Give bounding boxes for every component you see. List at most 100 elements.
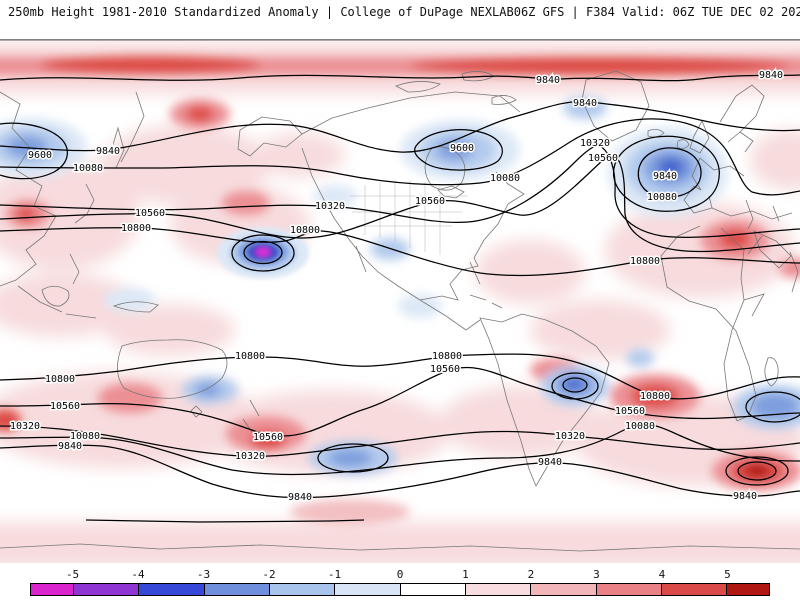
contour-label: 9840 (538, 457, 562, 468)
contour-9840-polar (0, 74, 800, 82)
contour-10320-sh (0, 425, 800, 457)
contour-label: 9600 (450, 143, 474, 154)
coastline-british-isles (676, 120, 710, 154)
coastline-caribbean (469, 294, 503, 309)
colorbar-segment (660, 584, 727, 595)
contour-label: 10560 (615, 406, 645, 417)
contour-10800-nh (0, 227, 800, 277)
contour-10560-nh (0, 155, 800, 253)
product-title: 250mb Height 1981-2010 Standardized Anom… (8, 5, 514, 19)
colorbar-tick: 2 (527, 568, 535, 581)
coastline-africa-west (660, 225, 757, 422)
coastline-australia (117, 339, 228, 399)
colorbar-segment (464, 584, 531, 595)
contour-label: 10560 (135, 208, 165, 219)
contour-label: 9840 (653, 171, 677, 182)
coastline-new-guinea (112, 301, 159, 313)
colorbar-segment (203, 584, 269, 595)
coastline-madagascar (764, 357, 779, 387)
contour-label: 10080 (70, 431, 100, 442)
contour-label: 9840 (573, 98, 597, 109)
coastline-great-lakes (437, 185, 465, 199)
colorbar-tick: -1 (327, 568, 342, 581)
colorbar-tick: 4 (658, 568, 666, 581)
contour-10080-sh (0, 423, 800, 476)
contour-10080-europe-loop (613, 135, 720, 212)
colorbar-segment (726, 584, 770, 595)
title-bar: 250mb Height 1981-2010 Standardized Anom… (8, 5, 800, 19)
colorbar-segment (530, 584, 596, 595)
coastline-tasmania (190, 405, 203, 418)
contour-9600-canada-loop (414, 129, 503, 171)
contour-sh-ridge-loop-outer (725, 456, 789, 486)
coastline-scandinavia (719, 84, 765, 153)
contour-9600-pacific-loop (0, 122, 68, 180)
contour-label: 10800 (45, 374, 75, 385)
contour-label: 10320 (235, 451, 265, 462)
contour-label: 10800 (235, 351, 265, 362)
contour-label: 9840 (759, 70, 783, 81)
colorbar-segment (31, 584, 73, 595)
colorbar-tick: 1 (462, 568, 469, 581)
coastline-mediterranean (711, 199, 793, 230)
contour-sh-ridge-loop-inner (737, 461, 777, 481)
contour-9840-europe-loop (637, 147, 702, 198)
contour-label: 10320 (555, 431, 585, 442)
contour-pacific-low-outer (231, 234, 295, 272)
colorbar-tick: 5 (724, 568, 731, 581)
colorbar-segments (30, 583, 770, 596)
contour-label: 9840 (536, 75, 560, 86)
colorbar-tick: -5 (65, 568, 80, 581)
coastline-indonesia (17, 285, 97, 319)
coastlines (0, 70, 800, 552)
coastline-greenland (581, 70, 650, 142)
colorbar-tick: 3 (593, 568, 600, 581)
coastline-south-america (479, 313, 610, 487)
coastline-philippines (69, 253, 80, 285)
coastline-iceland (647, 129, 665, 138)
coastline-florida (469, 261, 481, 285)
contour-10320-nh (0, 144, 800, 238)
contour-10560-sh (0, 366, 800, 437)
contour-label: 10800 (640, 391, 670, 402)
colorbar-segment (72, 584, 139, 595)
contour-label: 10080 (490, 173, 520, 184)
contour-label: 10800 (432, 351, 462, 362)
colorbar-tick: 0 (396, 568, 404, 581)
coastline-north-america-west (301, 147, 421, 301)
coastline-alaska (237, 116, 303, 157)
contour-label: 10800 (290, 225, 320, 236)
contour-sh-indian-loop (317, 443, 389, 473)
contour-label: 9840 (96, 146, 120, 157)
coastline-antarctica (0, 543, 800, 552)
colorbar-segment (595, 584, 661, 595)
coastline-red-sea (720, 227, 763, 301)
contour-sh-atlantic-loop-inner (562, 377, 588, 393)
colorbar-tick: -2 (262, 568, 276, 581)
contour-9840-nh (0, 100, 800, 153)
model-valid-time: 06Z GFS | F384 Valid: 06Z TUE DEC 02 202… (513, 5, 800, 19)
contour-label: 10800 (121, 223, 151, 234)
contour-label: 10080 (73, 163, 103, 174)
coastline-borneo (41, 285, 70, 307)
contour-9600-sh-partial (85, 519, 365, 523)
coastline-hudson-bay (424, 146, 466, 191)
contour-label: 9840 (58, 441, 82, 452)
coastline-kamchatka (120, 91, 145, 163)
colorbar-segment (138, 584, 204, 595)
contour-labels: 9840 9840 9840 9840 9600 9600 10080 10080 10320 1… (8, 69, 784, 505)
contour-sh-atlantic-loop-outer (551, 372, 599, 400)
contour-10080-nh (0, 118, 800, 196)
contour-label: 10320 (315, 201, 345, 212)
colorbar-segment (268, 584, 335, 595)
contour-label: 10560 (50, 401, 80, 412)
contour-label: 9840 (288, 492, 312, 503)
coastline-india-edge (789, 251, 799, 293)
contour-label: 10320 (580, 138, 610, 149)
colorbar-tick: -3 (196, 568, 211, 581)
contour-label: 10560 (588, 153, 618, 164)
contour-label: 10800 (630, 256, 660, 267)
colorbar-ticks: -5 -4 -3 -2 -1 0 1 2 3 4 5 (30, 568, 770, 581)
contour-sh-indianocean-loop (745, 391, 800, 423)
coastline-baja (355, 245, 367, 273)
